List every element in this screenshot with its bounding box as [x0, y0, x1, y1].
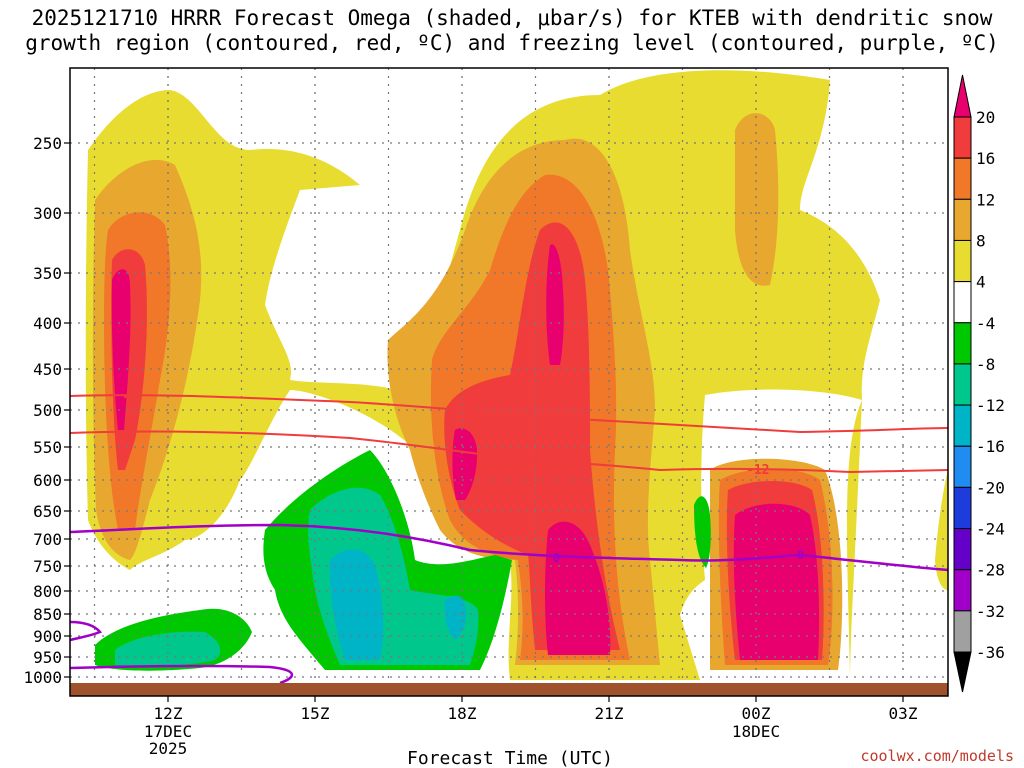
omega-band-8-right	[735, 113, 779, 286]
dgz-upper-contour	[70, 394, 948, 434]
omega-band-neg12	[329, 549, 384, 660]
x-tick-label: 15Z	[301, 704, 330, 723]
x-tick-year: 2025	[149, 739, 188, 758]
freezing-level-surface-contour	[70, 664, 294, 685]
chart-title-line-2: growth region (contoured, red, ºC) and f…	[25, 31, 999, 55]
colorbar-segment	[953, 610, 972, 653]
plot-frame	[69, 67, 949, 697]
colorbar-label: 20	[976, 108, 995, 127]
y-tick-label: 350	[33, 264, 62, 283]
omega-band-20-right	[733, 503, 820, 660]
omega-band-4-right	[935, 470, 948, 590]
colorbar-label: -20	[976, 478, 1005, 497]
colorbar-label: -32	[976, 602, 1005, 621]
x-tick-label: 18Z	[448, 704, 477, 723]
y-tick-label: 650	[33, 502, 62, 521]
x-tick-label: 03Z	[889, 704, 918, 723]
colorbar-segment	[953, 157, 972, 200]
omega-band-20-mid	[546, 244, 564, 365]
colorbar-segment	[953, 528, 972, 571]
chart-title: 2025121710 HRRR Forecast Omega (shaded, …	[0, 6, 1024, 56]
x-axis-label: Forecast Time (UTC)	[407, 748, 613, 768]
y-tick-label: 450	[33, 360, 62, 379]
colorbar-segment	[953, 569, 972, 612]
colorbar-label: -8	[976, 355, 995, 374]
x-tick-date: 17DEC	[144, 722, 192, 741]
y-tick-label: 800	[33, 582, 62, 601]
freezing-label-b: 0	[797, 548, 804, 562]
colorbar-segment	[953, 404, 972, 447]
y-tick-label: 750	[33, 557, 62, 576]
colorbar-segment	[953, 198, 972, 241]
colorbar-label: 12	[976, 190, 995, 209]
colorbar-segment	[953, 116, 972, 159]
omega-band-neg8-left	[115, 631, 221, 666]
chart-title-line-1: 2025121710 HRRR Forecast Omega (shaded, …	[31, 6, 993, 30]
x-tick-date: 18DEC	[732, 722, 780, 741]
colorbar-label: 16	[976, 149, 995, 168]
omega-band-20	[111, 269, 131, 430]
colorbar-label: -28	[976, 561, 1005, 580]
y-tick-label: 850	[33, 605, 62, 624]
y-tick-label: 300	[33, 204, 62, 223]
dgz-lower-contour	[70, 430, 948, 474]
colorbar-segment	[953, 486, 972, 530]
y-tick-label: 400	[33, 314, 62, 333]
freezing-level-low-contour	[70, 620, 103, 642]
omega-band-neg12-b	[444, 595, 467, 640]
y-tick-label: 1000	[23, 668, 62, 687]
colorbar-label: -12	[976, 396, 1005, 415]
omega-band-20-low	[545, 521, 611, 655]
colorbar-label: -24	[976, 520, 1005, 539]
y-tick-label: 550	[33, 438, 62, 457]
terrain-strip	[70, 683, 948, 696]
colorbar-label: -16	[976, 437, 1005, 456]
y-tick-label: 250	[33, 134, 62, 153]
colorbar: 20 16 12 8 4 -4 -8 -12 -16 -20 -24 -28 -32 -36	[953, 74, 1005, 693]
grid-lines	[70, 68, 948, 683]
freezing-label-a: 0	[553, 551, 560, 565]
colorbar-segment	[953, 322, 972, 365]
contour-lines	[70, 394, 948, 685]
colorbar-segment	[953, 363, 972, 406]
omega-shading	[85, 70, 948, 681]
freezing-level-contour	[70, 523, 948, 572]
x-tick-label: 00Z	[742, 704, 771, 723]
dgz-lower-label: -12	[746, 463, 769, 478]
colorbar-segment	[953, 281, 972, 324]
colorbar-label: -4	[976, 314, 995, 333]
colorbar-bottom-arrow	[953, 651, 972, 693]
x-tick-label: 12Z	[154, 704, 183, 723]
omega-band-20-mid-b	[452, 428, 478, 500]
dgz-upper-label: -8	[122, 390, 138, 405]
credit-text: coolwx.com/models	[860, 747, 1014, 765]
y-tick-label: 600	[33, 471, 62, 490]
y-axis: 250 300 350 400 450 500 550 600 650 700 750 800 850 9…	[23, 134, 70, 687]
colorbar-top-arrow	[953, 74, 972, 118]
y-tick-label: 700	[33, 530, 62, 549]
colorbar-segment	[953, 445, 972, 488]
colorbar-label: 8	[976, 231, 986, 250]
x-tick-label: 21Z	[595, 704, 624, 723]
omega-band-neg4-right	[694, 496, 711, 568]
colorbar-label: 4	[976, 273, 986, 292]
y-tick-label: 950	[33, 648, 62, 667]
colorbar-segment	[953, 239, 972, 283]
colorbar-label: -36	[976, 643, 1005, 662]
y-tick-label: 500	[33, 401, 62, 420]
y-tick-label: 900	[33, 627, 62, 646]
